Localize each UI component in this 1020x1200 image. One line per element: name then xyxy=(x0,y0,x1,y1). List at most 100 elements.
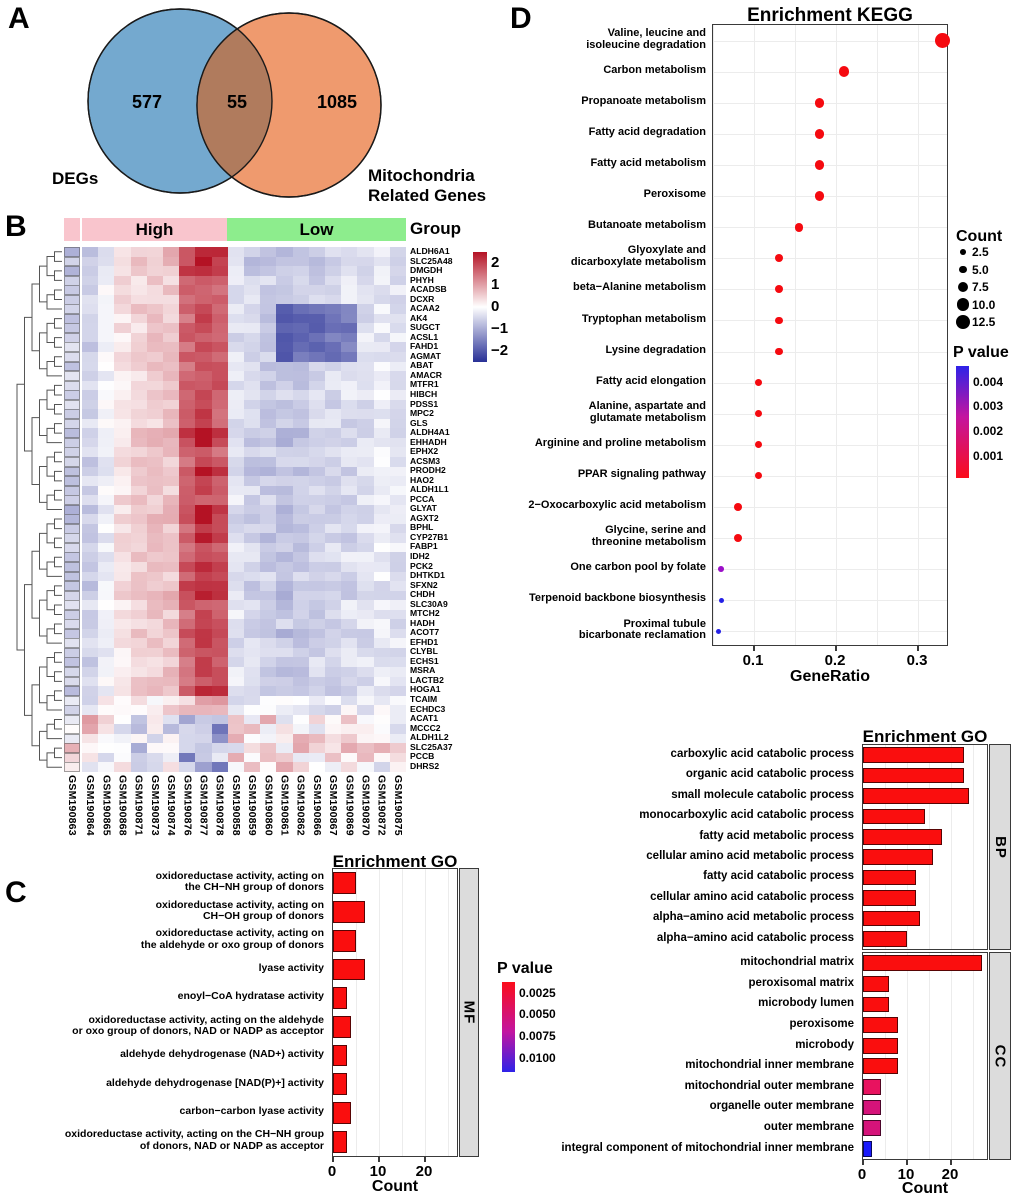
gridline xyxy=(713,444,947,446)
category-label: outer membrane xyxy=(763,1120,854,1133)
heatmap-cell xyxy=(227,523,245,534)
heatmap-cell xyxy=(82,399,99,410)
heatmap-cell xyxy=(308,457,326,467)
heatmap-cell xyxy=(98,247,115,257)
heatmap-cell xyxy=(195,724,212,735)
heatmap-cell xyxy=(276,571,293,582)
heatmap-cell xyxy=(308,447,326,458)
heatmap-cell xyxy=(389,590,407,601)
heatmap-cell xyxy=(211,590,229,601)
heatmap-cell xyxy=(114,275,131,286)
heatmap-cell xyxy=(163,514,180,525)
heatmap-cell xyxy=(244,609,261,620)
gene-label: MTCH2 xyxy=(410,608,440,619)
heatmap-cell xyxy=(308,361,326,372)
heatmap-cell xyxy=(130,409,148,420)
heatmap-cell xyxy=(114,485,131,496)
heatmap-cell xyxy=(211,676,229,687)
heatmap-cell xyxy=(276,447,293,458)
heatmap-cell xyxy=(357,705,374,716)
heatmap-cell xyxy=(357,371,374,382)
heatmap-cell xyxy=(195,485,212,496)
heatmap-cell xyxy=(130,504,148,515)
heatmap-cell xyxy=(244,361,261,372)
heatmap-cell xyxy=(341,752,358,763)
heatmap-cell xyxy=(179,714,196,725)
gene-label: LACTB2 xyxy=(410,674,444,685)
heatmap-cell xyxy=(163,323,180,334)
category-label: organic acid catabolic process xyxy=(685,768,854,781)
heatmap-cell xyxy=(276,628,293,639)
gene-label: PRODH2 xyxy=(410,465,446,476)
heatmap-cell xyxy=(244,294,261,305)
heatmap-cell xyxy=(276,247,293,257)
heatmap-cell xyxy=(389,409,407,420)
heatmap-cell xyxy=(146,380,164,391)
heatmap-cell xyxy=(114,323,131,334)
heatmap-cell xyxy=(325,332,342,343)
gene-label: TCAIM xyxy=(410,693,438,704)
heatmap-cell xyxy=(163,418,180,429)
heatmap-cell xyxy=(341,256,358,267)
heatmap-cell xyxy=(276,714,293,725)
gridline xyxy=(713,25,714,645)
heatmap-cell xyxy=(82,600,99,611)
heatmap-annotation-cell xyxy=(64,275,80,286)
heatmap-cell xyxy=(82,476,99,487)
count-legend-dot xyxy=(959,265,967,274)
heatmap-cell xyxy=(227,686,245,697)
pvalue-tick-label: 0.003 xyxy=(973,399,1004,414)
heatmap-cell xyxy=(163,600,180,611)
heatmap-cell xyxy=(373,762,391,773)
heatmap-cell xyxy=(325,390,342,401)
gridline xyxy=(929,953,930,1159)
heatmap-cell xyxy=(389,647,407,658)
heatmap-cell xyxy=(341,657,358,668)
heatmap-cell xyxy=(211,638,229,649)
heatmap-cell xyxy=(114,562,131,572)
heatmap-cell xyxy=(244,657,261,668)
heatmap-cell xyxy=(195,695,212,706)
heatmap-cell xyxy=(114,647,131,658)
gridline xyxy=(713,475,947,477)
heatmap-cell xyxy=(308,752,326,763)
heatmap-cell xyxy=(98,676,115,687)
heatmap-cell xyxy=(341,485,358,496)
gene-label: ACSL1 xyxy=(410,331,439,342)
heatmap-cell xyxy=(292,285,310,296)
count-legend-dot xyxy=(956,298,970,311)
heatmap-cell xyxy=(292,390,310,401)
heatmap-cell xyxy=(389,457,407,467)
heatmap-cell xyxy=(244,743,261,754)
heatmap-cell xyxy=(211,571,229,582)
heatmap-cell xyxy=(260,705,277,716)
heatmap-annotation-cell xyxy=(64,686,80,697)
heatmap-cell xyxy=(260,361,277,372)
heatmap-cell xyxy=(130,523,148,534)
heatmap-cell xyxy=(325,714,342,725)
heatmap-cell xyxy=(146,266,164,277)
gridline xyxy=(713,320,947,322)
heatmap-cell xyxy=(373,418,391,429)
kegg-pvalue-gradient xyxy=(956,366,969,478)
heatmap-annotation-cell xyxy=(64,600,80,611)
heatmap-cell xyxy=(325,552,342,563)
heatmap-colorbar-tick: −2 xyxy=(491,342,509,359)
heatmap-cell xyxy=(211,619,229,630)
heatmap-cell xyxy=(211,352,229,362)
heatmap-cell xyxy=(260,409,277,420)
pvalue-tick-label: 0.002 xyxy=(973,423,1004,438)
heatmap-cell xyxy=(227,562,245,572)
gridline xyxy=(907,953,908,1159)
heatmap-cell xyxy=(114,352,131,362)
heatmap-cell xyxy=(325,523,342,534)
heatmap-annotation-cell xyxy=(64,256,80,267)
heatmap-cell xyxy=(114,600,131,611)
heatmap-cell xyxy=(114,533,131,544)
heatmap-cell xyxy=(308,323,326,334)
heatmap-cell xyxy=(146,600,164,611)
heatmap-cell xyxy=(179,437,196,448)
heatmap-cell xyxy=(211,542,229,553)
heatmap-cell xyxy=(227,418,245,429)
heatmap-cell xyxy=(389,352,407,362)
